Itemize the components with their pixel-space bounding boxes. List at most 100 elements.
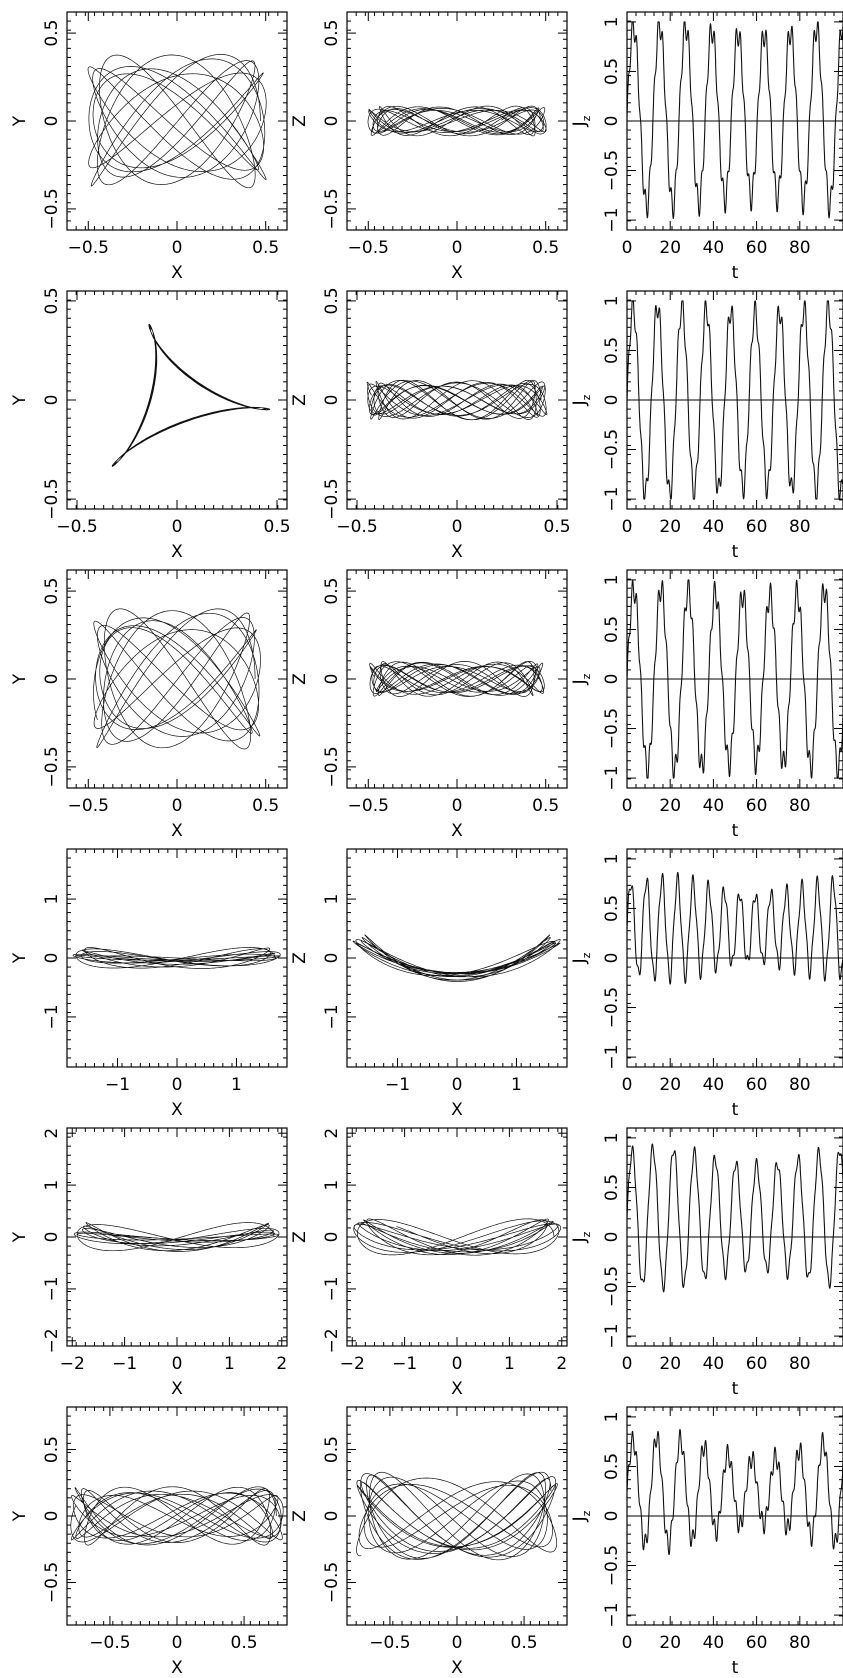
x-axis-label: t: [732, 263, 739, 283]
y-axis-label: Jz: [570, 1510, 593, 1522]
y-tick-label: −0.5: [602, 1545, 622, 1586]
x-tick-label: −1: [392, 1354, 417, 1374]
y-tick-label: 0: [322, 1511, 342, 1522]
x-tick-label: 0.5: [231, 1633, 258, 1653]
plot-frame: [346, 848, 568, 1068]
x-axis-label: t: [732, 542, 739, 562]
x-tick-label: −0.5: [348, 796, 389, 816]
plot-frame: [66, 290, 288, 510]
x-tick-label: −0.5: [56, 517, 97, 537]
y-axis-label: Y: [10, 394, 30, 406]
x-tick-label: 1: [224, 1354, 235, 1374]
x-tick-label: 0.5: [511, 1633, 538, 1653]
x-tick-label: 0: [452, 238, 463, 258]
y-axis-label: Z: [290, 1510, 310, 1522]
x-tick-label: 2: [276, 1354, 287, 1374]
x-tick-label: 2: [556, 1354, 567, 1374]
x-axis-label: X: [451, 1658, 463, 1678]
panel-row4-xy: −1 0 1 −1 0 1 X Y: [10, 848, 288, 1120]
y-tick-label: 0.5: [42, 578, 62, 605]
panel-row1-xy: −0.5 0 0.5 −0.5 0 0.5 X Y: [10, 11, 288, 283]
x-tick-label: 80: [789, 517, 811, 537]
y-tick-label: 2: [42, 1128, 62, 1139]
y-axis-label: Jz: [570, 673, 593, 685]
x-tick-label: 60: [746, 1354, 768, 1374]
y-tick-label: 1: [602, 853, 622, 864]
x-tick-label: 20: [659, 1354, 681, 1374]
x-tick-label: 80: [789, 796, 811, 816]
x-tick-label: 1: [231, 1075, 242, 1095]
x-tick-label: 80: [789, 1075, 811, 1095]
x-tick-label: 0: [452, 796, 463, 816]
x-tick-label: −1: [112, 1354, 137, 1374]
y-axis-label: Z: [290, 115, 310, 127]
x-tick-label: 0.5: [252, 238, 279, 258]
y-tick-label: −1: [322, 1004, 342, 1029]
y-tick-label: 0: [322, 1232, 342, 1243]
y-tick-label: −0.5: [322, 188, 342, 229]
x-tick-label: 0.5: [252, 796, 279, 816]
y-tick-label: 0.5: [602, 616, 622, 643]
y-tick-label: 0: [322, 674, 342, 685]
x-tick-label: 40: [703, 1075, 725, 1095]
panel-row5-xz: −2 −1 0 1 2 −2 −1 0 1 2 X Z: [290, 1127, 568, 1399]
orbit-trace: [352, 934, 561, 982]
x-tick-label: −2: [340, 1354, 365, 1374]
y-axis-label: Jz: [570, 394, 593, 406]
y-tick-label: 0: [42, 1511, 62, 1522]
x-tick-label: 0.5: [532, 796, 559, 816]
y-tick-label: 0.5: [42, 1436, 62, 1463]
x-tick-label: 0: [172, 1075, 183, 1095]
x-tick-label: 0: [172, 238, 183, 258]
orbit-trace: [366, 379, 548, 421]
x-axis-label: t: [732, 1379, 739, 1399]
y-tick-label: 0.5: [602, 895, 622, 922]
y-tick-label: 0: [42, 395, 62, 406]
orbit-trace: [73, 1222, 280, 1252]
x-tick-label: 0.5: [543, 517, 570, 537]
y-tick-label: 0.5: [602, 1174, 622, 1201]
jz-series-line: [627, 579, 843, 779]
x-tick-label: 40: [703, 796, 725, 816]
panel-row2-jz: 0 20 40 60 80 −1 −0.5 0 0.5 1 t Jz: [570, 290, 843, 562]
panel-row5-xy: −2 −1 0 1 2 −2 −1 0 1 2 X Y: [10, 1127, 288, 1399]
x-axis-label: X: [451, 1379, 463, 1399]
x-tick-label: 20: [659, 1075, 681, 1095]
y-tick-label: 0: [602, 953, 622, 964]
x-tick-label: 0: [452, 517, 463, 537]
x-axis-label: t: [732, 1100, 739, 1120]
y-tick-label: −0.5: [42, 478, 62, 519]
y-tick-label: −0.5: [322, 478, 342, 519]
panel-row4-xz: −1 0 1 −1 0 1 X Z: [290, 848, 568, 1120]
x-axis-label: X: [171, 263, 183, 283]
x-tick-label: −0.5: [68, 238, 109, 258]
y-tick-label: 0: [42, 1232, 62, 1243]
x-axis-label: X: [451, 263, 463, 283]
x-tick-label: 60: [746, 1075, 768, 1095]
y-axis-label: Jz: [570, 952, 593, 964]
x-axis-label: X: [171, 1658, 183, 1678]
x-tick-label: −0.5: [336, 517, 377, 537]
y-axis-label: Jz: [570, 115, 593, 127]
orbit-trace: [353, 1218, 562, 1256]
x-tick-label: 60: [746, 796, 768, 816]
x-tick-label: 80: [789, 238, 811, 258]
x-tick-label: 20: [659, 796, 681, 816]
y-axis-label: Y: [10, 115, 30, 127]
panel-row4-jz: 0 20 40 60 80 −1 −0.5 0 0.5 1 t Jz: [570, 848, 843, 1120]
y-axis-label: Y: [10, 952, 30, 964]
orbit-trace: [70, 1486, 284, 1546]
x-axis-label: t: [732, 821, 739, 841]
x-tick-label: 0: [622, 1633, 633, 1653]
y-tick-label: 2: [322, 1128, 342, 1139]
y-tick-label: −0.5: [602, 150, 622, 191]
y-tick-label: 0.5: [42, 20, 62, 47]
y-tick-label: −1: [322, 1276, 342, 1301]
y-tick-label: 0: [42, 116, 62, 127]
y-tick-label: 0: [602, 116, 622, 127]
y-axis-label: Jz: [570, 1231, 593, 1243]
y-tick-label: 0.5: [602, 337, 622, 364]
y-tick-label: −0.5: [42, 746, 62, 787]
x-tick-label: 20: [659, 1633, 681, 1653]
y-tick-label: 0.5: [602, 1453, 622, 1480]
